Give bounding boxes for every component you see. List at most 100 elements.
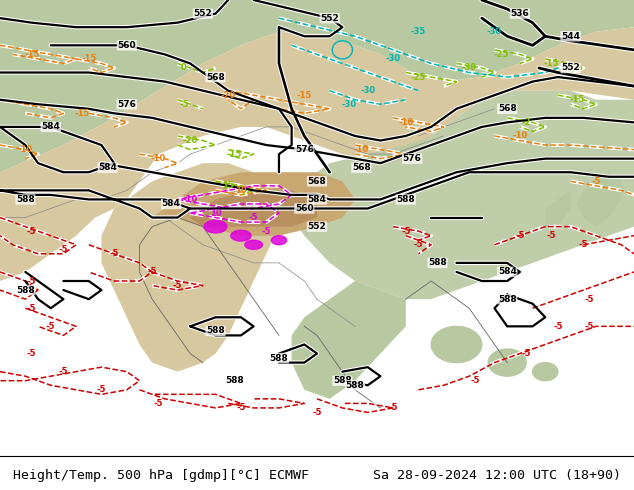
Text: 536: 536 xyxy=(510,9,529,18)
Text: -30: -30 xyxy=(462,64,477,73)
Text: -25: -25 xyxy=(411,73,426,81)
Text: 584: 584 xyxy=(307,195,327,204)
Text: -10: -10 xyxy=(18,145,33,154)
Text: 588: 588 xyxy=(396,195,415,204)
Text: -10: -10 xyxy=(398,118,413,127)
Text: 588: 588 xyxy=(346,381,365,390)
Text: -5: -5 xyxy=(97,385,106,394)
Text: 15: 15 xyxy=(223,181,234,190)
Text: 584: 584 xyxy=(41,122,60,131)
Text: -10: -10 xyxy=(354,145,369,154)
Text: 568: 568 xyxy=(307,177,327,186)
Text: -5: -5 xyxy=(579,240,588,249)
Polygon shape xyxy=(533,363,558,381)
Text: -15: -15 xyxy=(569,95,585,104)
Text: -5: -5 xyxy=(515,231,524,240)
Text: 584: 584 xyxy=(162,199,181,208)
Polygon shape xyxy=(0,27,634,218)
Text: -5: -5 xyxy=(110,249,119,258)
Text: 584: 584 xyxy=(98,163,117,172)
Text: -5: -5 xyxy=(27,304,36,313)
Text: -5: -5 xyxy=(249,213,258,222)
Text: -5: -5 xyxy=(59,367,68,376)
Text: -2: -2 xyxy=(522,118,531,127)
Text: 0: 0 xyxy=(181,64,187,73)
Text: -15: -15 xyxy=(544,59,559,68)
Text: -5: -5 xyxy=(414,240,423,249)
Polygon shape xyxy=(152,172,355,236)
Text: -5: -5 xyxy=(547,231,556,240)
Text: 576: 576 xyxy=(295,145,314,154)
Polygon shape xyxy=(431,326,482,363)
Text: -5: -5 xyxy=(46,322,55,331)
Text: 552: 552 xyxy=(307,222,327,231)
Text: 588: 588 xyxy=(16,195,35,204)
Text: 584: 584 xyxy=(498,268,517,276)
Text: -25: -25 xyxy=(493,50,508,59)
Text: -10: -10 xyxy=(512,131,527,141)
Text: 552: 552 xyxy=(193,9,212,18)
Text: 568: 568 xyxy=(352,163,371,172)
Polygon shape xyxy=(0,0,634,172)
Text: -5: -5 xyxy=(173,281,182,290)
Text: -5: -5 xyxy=(154,399,163,408)
Text: 588: 588 xyxy=(498,294,517,304)
Text: 588: 588 xyxy=(428,258,447,268)
Text: -5: -5 xyxy=(59,245,68,254)
Text: 560: 560 xyxy=(295,204,314,213)
Polygon shape xyxy=(101,163,279,371)
Text: -5: -5 xyxy=(27,276,36,286)
Text: -30: -30 xyxy=(385,54,401,63)
Text: -5: -5 xyxy=(471,376,480,385)
Polygon shape xyxy=(545,191,571,226)
Text: 568: 568 xyxy=(206,73,225,81)
Polygon shape xyxy=(271,236,287,245)
Polygon shape xyxy=(231,230,251,241)
Text: 560: 560 xyxy=(117,41,136,50)
Text: 588: 588 xyxy=(333,376,352,385)
Text: -5: -5 xyxy=(236,403,245,413)
Text: -5: -5 xyxy=(592,177,600,186)
Text: -5: -5 xyxy=(148,268,157,276)
Polygon shape xyxy=(577,172,621,226)
Text: Sa 28-09-2024 12:00 UTC (18+90): Sa 28-09-2024 12:00 UTC (18+90) xyxy=(373,469,621,482)
Text: 576: 576 xyxy=(117,100,136,109)
Text: -30: -30 xyxy=(341,100,356,109)
Text: 588: 588 xyxy=(225,376,244,385)
Text: -5: -5 xyxy=(27,349,36,358)
Text: 588: 588 xyxy=(16,286,35,294)
Text: -5: -5 xyxy=(313,408,321,417)
Text: -5: -5 xyxy=(553,322,562,331)
Text: -5: -5 xyxy=(585,322,594,331)
Text: -15: -15 xyxy=(24,50,39,59)
Text: -15: -15 xyxy=(297,91,312,99)
Text: -5: -5 xyxy=(27,227,36,236)
Polygon shape xyxy=(204,220,227,233)
Text: 576: 576 xyxy=(403,154,422,163)
Polygon shape xyxy=(190,191,317,226)
Text: -20: -20 xyxy=(221,91,236,99)
Text: -15: -15 xyxy=(81,54,96,63)
Text: 552: 552 xyxy=(561,64,580,73)
Text: -15: -15 xyxy=(75,109,90,118)
Text: 552: 552 xyxy=(320,14,339,23)
Text: -30: -30 xyxy=(487,27,502,36)
Text: -5: -5 xyxy=(585,294,594,304)
Text: -15: -15 xyxy=(227,149,242,159)
Text: 10: 10 xyxy=(210,209,221,218)
Text: -5: -5 xyxy=(179,100,188,109)
Text: -10: -10 xyxy=(151,154,166,163)
Text: 588: 588 xyxy=(206,326,225,335)
Polygon shape xyxy=(0,154,158,281)
Text: -5: -5 xyxy=(262,227,271,236)
Text: -5: -5 xyxy=(522,349,531,358)
Text: 568: 568 xyxy=(498,104,517,113)
Text: 544: 544 xyxy=(561,32,580,41)
Text: -35: -35 xyxy=(411,27,426,36)
Polygon shape xyxy=(279,91,634,299)
Text: -10: -10 xyxy=(183,195,198,204)
Text: -5: -5 xyxy=(389,403,398,413)
Text: -5: -5 xyxy=(401,227,410,236)
Text: 588: 588 xyxy=(269,354,288,363)
Text: -30: -30 xyxy=(360,86,375,95)
